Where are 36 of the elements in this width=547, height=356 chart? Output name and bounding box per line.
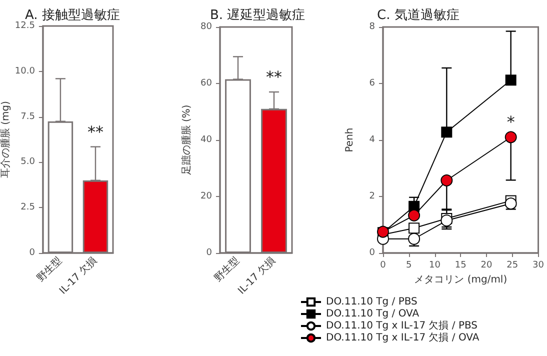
x-tick-label: 野生型	[212, 254, 242, 284]
y-axis-title: 耳介の腫脹 (mg)	[0, 100, 12, 178]
legend-label: DO.11.10 Tg x IL-17 欠損 / OVA	[326, 332, 480, 344]
y-tick-label: 2	[369, 192, 375, 202]
legend-label: DO.11.10 Tg x IL-17 欠損 / PBS	[326, 320, 478, 332]
y-tick-label: 80	[200, 22, 212, 32]
legend-label: DO.11.10 Tg / PBS	[326, 296, 418, 308]
y-tick-label: 60	[200, 78, 212, 88]
y-axis-title: Penh	[344, 128, 356, 152]
y-tick-label: 8	[369, 22, 376, 32]
y-tick-label: 7.5	[20, 112, 35, 122]
annotation: *	[506, 112, 515, 132]
y-tick-label: 5.0	[20, 157, 36, 168]
y-tick-label: 40	[200, 135, 212, 145]
y-tick-label: 4	[369, 135, 376, 145]
legend-label: DO.11.10 Tg / OVA	[326, 308, 420, 320]
y-tick-label: 6	[369, 78, 376, 88]
chart-title: B. 遅延型過敏症	[210, 8, 306, 23]
y-axis-title: 足蹠の腫脹 (%)	[180, 104, 192, 176]
y-tick-label: 2.5	[20, 202, 35, 213]
x-tick-label: 0	[380, 260, 386, 270]
x-tick-label: 30	[532, 260, 544, 270]
x-tick-label: 5	[406, 260, 412, 270]
y-tick-label: 10.0	[14, 66, 36, 76]
x-tick-label: 15	[454, 260, 466, 270]
y-tick-label: 20	[200, 192, 212, 202]
x-tick-label: 野生型	[34, 254, 64, 284]
x-axis-title: メタコリン (mg/ml)	[414, 274, 508, 286]
annotation: **	[87, 122, 104, 142]
chart-title: C. 気道過敏症	[377, 8, 460, 23]
chart-title: A. 接触型過敏症	[25, 8, 120, 23]
x-tick-label: 20	[480, 260, 493, 270]
y-tick-label: 12.5	[14, 21, 35, 31]
x-tick-label: 25	[506, 260, 518, 270]
annotation: **	[266, 67, 282, 86]
x-tick-label: 10	[429, 260, 441, 270]
